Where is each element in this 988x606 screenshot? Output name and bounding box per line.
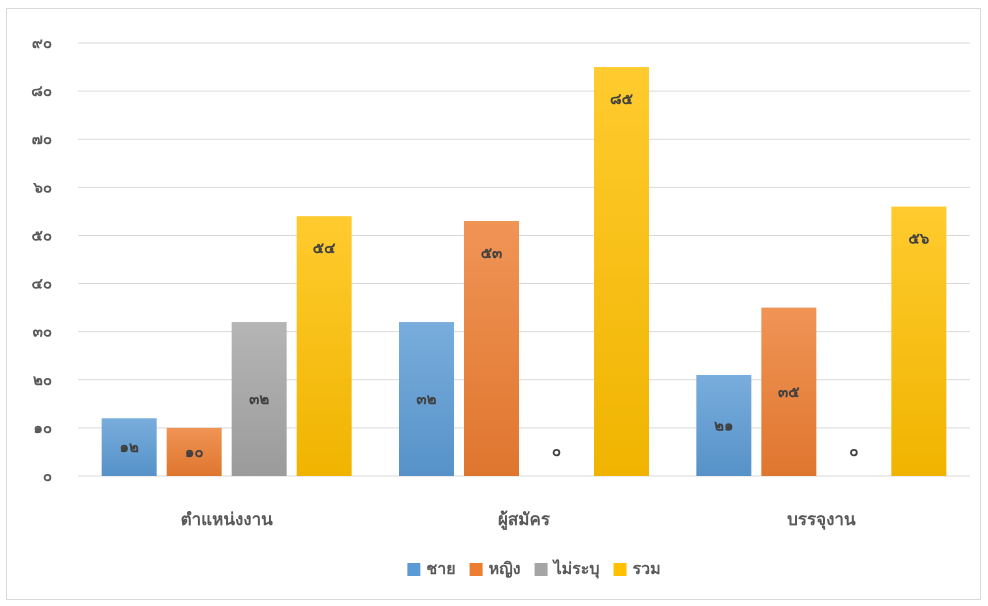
legend-label: รวม	[633, 559, 661, 578]
y-tick-label: ๒๐	[33, 371, 52, 389]
x-axis-categories: ตำแหน่งงาน ผู้สมัคร บรรจุงาน	[181, 510, 856, 531]
bar	[761, 307, 817, 476]
data-label: ๑๐	[185, 443, 204, 461]
legend-swatch	[613, 563, 627, 576]
y-tick-label: ๔๐	[31, 275, 52, 293]
bars	[101, 67, 947, 477]
y-tick-label: ๖๐	[32, 178, 52, 196]
data-label: ๕๓	[481, 244, 503, 262]
y-tick-label: ๙๐	[32, 34, 52, 52]
data-label: ๓๒	[416, 390, 436, 408]
bar	[296, 216, 352, 476]
data-label: ๐	[849, 442, 858, 460]
data-label: ๓๕	[778, 383, 800, 401]
legend-label: ชาย	[426, 559, 455, 578]
category-label: บรรจุงาน	[787, 510, 856, 530]
bar	[231, 322, 287, 476]
y-tick-label: ๘๐	[31, 82, 52, 100]
data-label: ๐	[552, 442, 561, 460]
data-label: ๘๕	[610, 90, 634, 108]
y-tick-label: ๕๐	[31, 226, 52, 244]
legend-item: ชาย	[407, 559, 456, 578]
legend-item: ไม่ระบุ	[534, 559, 600, 579]
bar	[464, 221, 519, 476]
legend: ชาย หญิง ไม่ระบุ รวม	[407, 559, 661, 579]
data-label: ๑๒	[119, 438, 139, 456]
legend-item: หญิง	[469, 559, 521, 579]
legend-swatch	[534, 563, 548, 576]
y-tick-label: ๑๐	[33, 419, 52, 437]
category-label: ผู้สมัคร	[498, 510, 551, 531]
bar	[399, 322, 454, 476]
bar	[891, 206, 947, 477]
gridlines	[78, 42, 970, 477]
y-axis-ticks: ๐ ๑๐ ๒๐ ๓๐ ๔๐ ๕๐ ๖๐ ๗๐ ๘๐ ๙๐	[31, 34, 52, 485]
legend-swatch	[469, 563, 483, 576]
legend-item: รวม	[613, 559, 661, 578]
data-label: ๒๑	[714, 416, 733, 434]
bar	[594, 67, 649, 477]
data-label: ๕๖	[908, 230, 929, 248]
bar	[101, 418, 157, 476]
legend-label: ไม่ระบุ	[552, 559, 600, 579]
data-label: ๓๒	[249, 390, 269, 408]
data-label: ๕๔	[313, 239, 336, 257]
legend-label: หญิง	[489, 559, 521, 579]
bar	[696, 374, 752, 476]
category-label: ตำแหน่งงาน	[181, 510, 274, 530]
legend-swatch	[407, 563, 421, 576]
y-tick-label: ๐	[43, 467, 52, 485]
bar	[166, 427, 222, 476]
y-tick-label: ๓๐	[33, 323, 52, 341]
y-tick-label: ๗๐	[32, 130, 52, 148]
